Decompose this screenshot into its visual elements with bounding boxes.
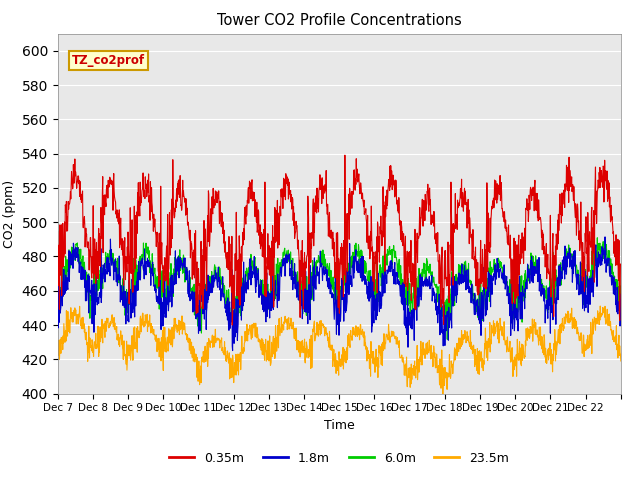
Title: Tower CO2 Profile Concentrations: Tower CO2 Profile Concentrations xyxy=(217,13,461,28)
Y-axis label: CO2 (ppm): CO2 (ppm) xyxy=(3,180,16,248)
X-axis label: Time: Time xyxy=(324,419,355,432)
Text: TZ_co2prof: TZ_co2prof xyxy=(72,54,145,67)
Legend: 0.35m, 1.8m, 6.0m, 23.5m: 0.35m, 1.8m, 6.0m, 23.5m xyxy=(164,447,515,469)
